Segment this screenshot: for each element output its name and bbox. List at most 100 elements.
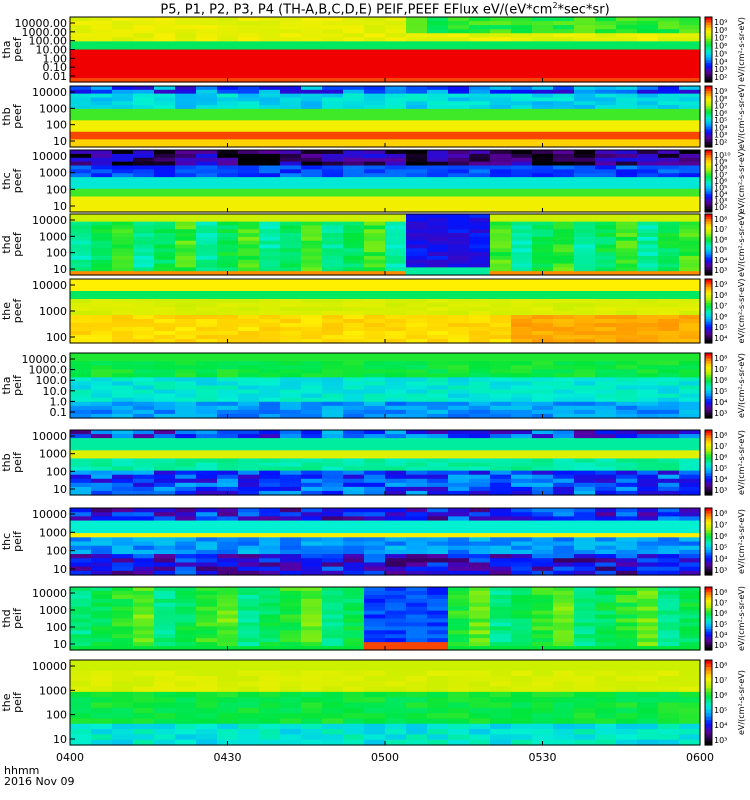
heatmap-cell	[133, 169, 155, 174]
heatmap-cell	[490, 618, 512, 624]
heatmap-cell	[532, 327, 554, 332]
heatmap-cell	[280, 157, 302, 163]
panel-thc-peef: 10000100010010thcpeef10¹⁰10⁹10⁸10⁷10⁶10⁵…	[0, 149, 746, 214]
heatmap-cell	[322, 65, 344, 71]
heatmap-cell	[343, 41, 365, 47]
colorbar-tick-label: 10⁷	[714, 520, 727, 529]
heatmap-cell	[238, 236, 260, 242]
heatmap-cell	[574, 434, 596, 439]
heatmap-cell	[154, 217, 176, 223]
heatmap-cell	[301, 594, 323, 600]
heatmap-cell	[616, 365, 638, 370]
heatmap-cell	[133, 458, 155, 464]
heatmap-cell	[238, 221, 260, 227]
heatmap-cell	[553, 537, 575, 543]
heatmap-cell	[112, 101, 134, 106]
heatmap-cell	[112, 299, 134, 304]
heatmap-cell	[490, 45, 512, 51]
heatmap-cell	[133, 244, 155, 249]
heatmap-cell	[259, 626, 281, 631]
colorbar-segment	[705, 486, 712, 491]
heatmap-cell	[196, 739, 218, 746]
heatmap-cell	[574, 610, 596, 616]
heatmap-cell	[406, 17, 428, 22]
heatmap-cell	[238, 339, 260, 344]
heatmap-cell	[133, 93, 155, 99]
heatmap-cell	[322, 233, 344, 238]
heatmap-cell	[364, 516, 386, 522]
heatmap-cell	[385, 236, 407, 242]
heatmap-cell	[133, 279, 155, 284]
heatmap-cell	[196, 458, 218, 464]
heatmap-cell	[448, 454, 470, 460]
heatmap-cell	[469, 93, 491, 99]
heatmap-cell	[133, 173, 155, 178]
heatmap-cell	[175, 131, 197, 137]
heatmap-cell	[448, 116, 470, 121]
heatmap-cell	[154, 554, 176, 559]
heatmap-cell	[280, 33, 302, 38]
heatmap-cell	[616, 549, 638, 555]
heatmap-cell	[70, 73, 92, 79]
heatmap-cell	[469, 181, 491, 186]
heatmap-cell	[322, 401, 344, 407]
heatmap-cell	[553, 236, 575, 242]
heatmap-cell	[343, 486, 365, 492]
heatmap-cell	[406, 267, 428, 272]
heatmap-cell	[238, 594, 260, 600]
heatmap-cell	[91, 446, 113, 451]
heatmap-cell	[490, 229, 512, 234]
heatmap-cell	[469, 153, 491, 159]
heatmap-cell	[595, 17, 617, 22]
heatmap-cell	[70, 93, 92, 99]
heatmap-cell	[532, 101, 554, 106]
heatmap-cell	[217, 397, 239, 403]
heatmap-cell	[574, 252, 596, 257]
heatmap-cell	[490, 192, 512, 198]
colorbar-segment	[705, 103, 712, 107]
heatmap-cell	[133, 549, 155, 555]
colorbar-segment	[705, 244, 712, 248]
heatmap-cell	[427, 602, 449, 608]
heatmap-cell	[406, 430, 428, 435]
heatmap-cell	[280, 53, 302, 59]
heatmap-cell	[196, 131, 218, 137]
heatmap-cell	[322, 101, 344, 106]
heatmap-cell	[532, 161, 554, 167]
heatmap-cell	[616, 143, 638, 148]
colorbar-segment	[705, 621, 712, 625]
chart-title: P5, P1, P2, P3, P4 (TH-A,B,C,D,E) PEIF,P…	[70, 1, 700, 17]
heatmap-cell	[238, 486, 260, 492]
colorbar-segment	[705, 191, 712, 195]
heatmap-cell	[469, 229, 491, 234]
heatmap-cell	[196, 512, 218, 517]
heatmap-cell	[532, 112, 554, 118]
heatmap-cell	[385, 108, 407, 114]
heatmap-cell	[70, 630, 92, 635]
heatmap-cell	[427, 208, 449, 213]
heatmap-cell	[385, 549, 407, 555]
heatmap-cell	[427, 77, 449, 83]
heatmap-cell	[679, 554, 701, 559]
heatmap-cell	[133, 112, 155, 118]
heatmap-cell	[238, 41, 260, 47]
heatmap-cell	[658, 188, 680, 194]
colorbar-tick-label: 10³	[714, 197, 727, 206]
heatmap-cell	[637, 49, 659, 55]
heatmap-cell	[238, 283, 260, 288]
colorbar-segment	[705, 73, 712, 78]
heatmap-cell	[175, 598, 197, 604]
heatmap-cell	[469, 626, 491, 631]
heatmap-cell	[322, 670, 344, 677]
heatmap-cell	[553, 200, 575, 205]
heatmap-cell	[196, 21, 218, 26]
heatmap-cell	[364, 634, 386, 639]
heatmap-cell	[112, 236, 134, 242]
ylabel-line1: the	[0, 302, 13, 320]
heatmap-cell	[532, 508, 554, 513]
heatmap-cell	[616, 353, 638, 358]
colorbar-segment	[705, 642, 712, 646]
heatmap-cell	[553, 327, 575, 332]
heatmap-cell	[637, 458, 659, 464]
heatmap-cell	[385, 173, 407, 178]
